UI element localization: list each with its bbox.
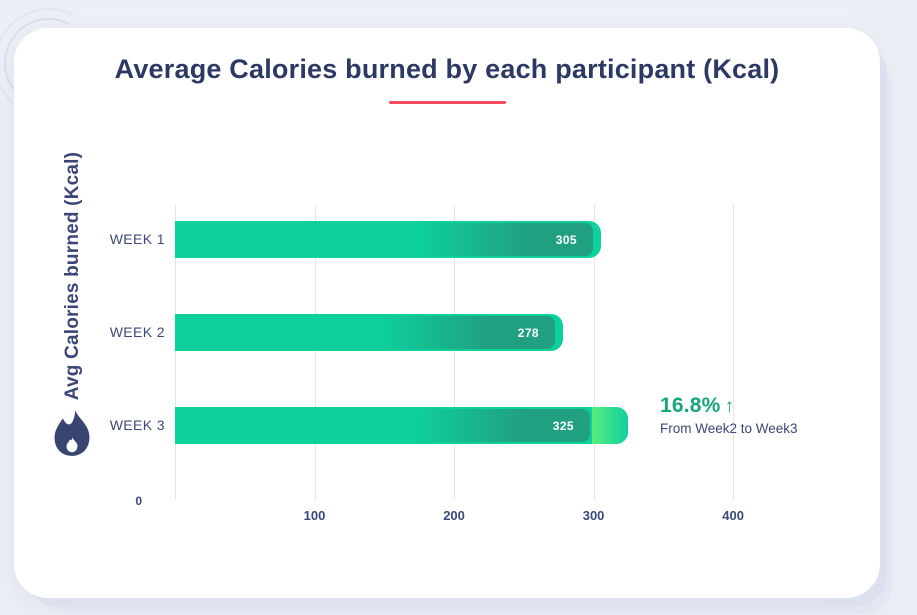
bar-highlight-tip xyxy=(592,407,628,444)
gridline xyxy=(733,205,735,500)
plot-grid xyxy=(14,205,880,500)
x-tick-label: 400 xyxy=(722,508,744,523)
growth-annotation: 16.8% ↑ xyxy=(660,394,734,418)
bar-row-week3: WEEK 3 325 xyxy=(14,407,880,444)
category-label: WEEK 1 xyxy=(109,231,165,247)
chart-card: Average Calories burned by each particip… xyxy=(14,28,880,598)
bar-value-label: 325 xyxy=(552,418,574,433)
x-tick-label: 200 xyxy=(443,508,465,523)
gridline xyxy=(314,205,316,500)
bar-week1: 305 xyxy=(175,221,601,258)
gridline xyxy=(454,205,456,500)
bar-value-label: 305 xyxy=(555,232,577,247)
gridline xyxy=(593,205,595,500)
chart-title: Average Calories burned by each particip… xyxy=(114,54,780,84)
bar-value-patch: 325 xyxy=(414,409,590,442)
bar-value-patch: 278 xyxy=(379,316,555,349)
x-tick-label: 300 xyxy=(582,508,605,523)
bar-week3: 325 xyxy=(175,407,628,444)
bar-value-label: 278 xyxy=(517,325,539,340)
bar-row-week1: WEEK 1 305 xyxy=(14,221,880,258)
flame-icon xyxy=(54,410,90,456)
bar-row-week2: WEEK 2 278 xyxy=(14,314,880,351)
bar-week2: 278 xyxy=(175,314,563,351)
x-tick-label: 0 xyxy=(135,494,142,508)
x-tick-label: 100 xyxy=(303,508,326,523)
title-underline xyxy=(389,101,506,104)
gridline xyxy=(175,205,176,500)
bar-value-patch: 305 xyxy=(417,223,593,256)
up-arrow-icon: ↑ xyxy=(724,396,735,417)
category-label: WEEK 3 xyxy=(109,417,165,433)
growth-caption: From Week2 to Week3 xyxy=(660,421,798,436)
growth-percent: 16.8% xyxy=(660,394,721,417)
category-label: WEEK 2 xyxy=(109,324,165,340)
